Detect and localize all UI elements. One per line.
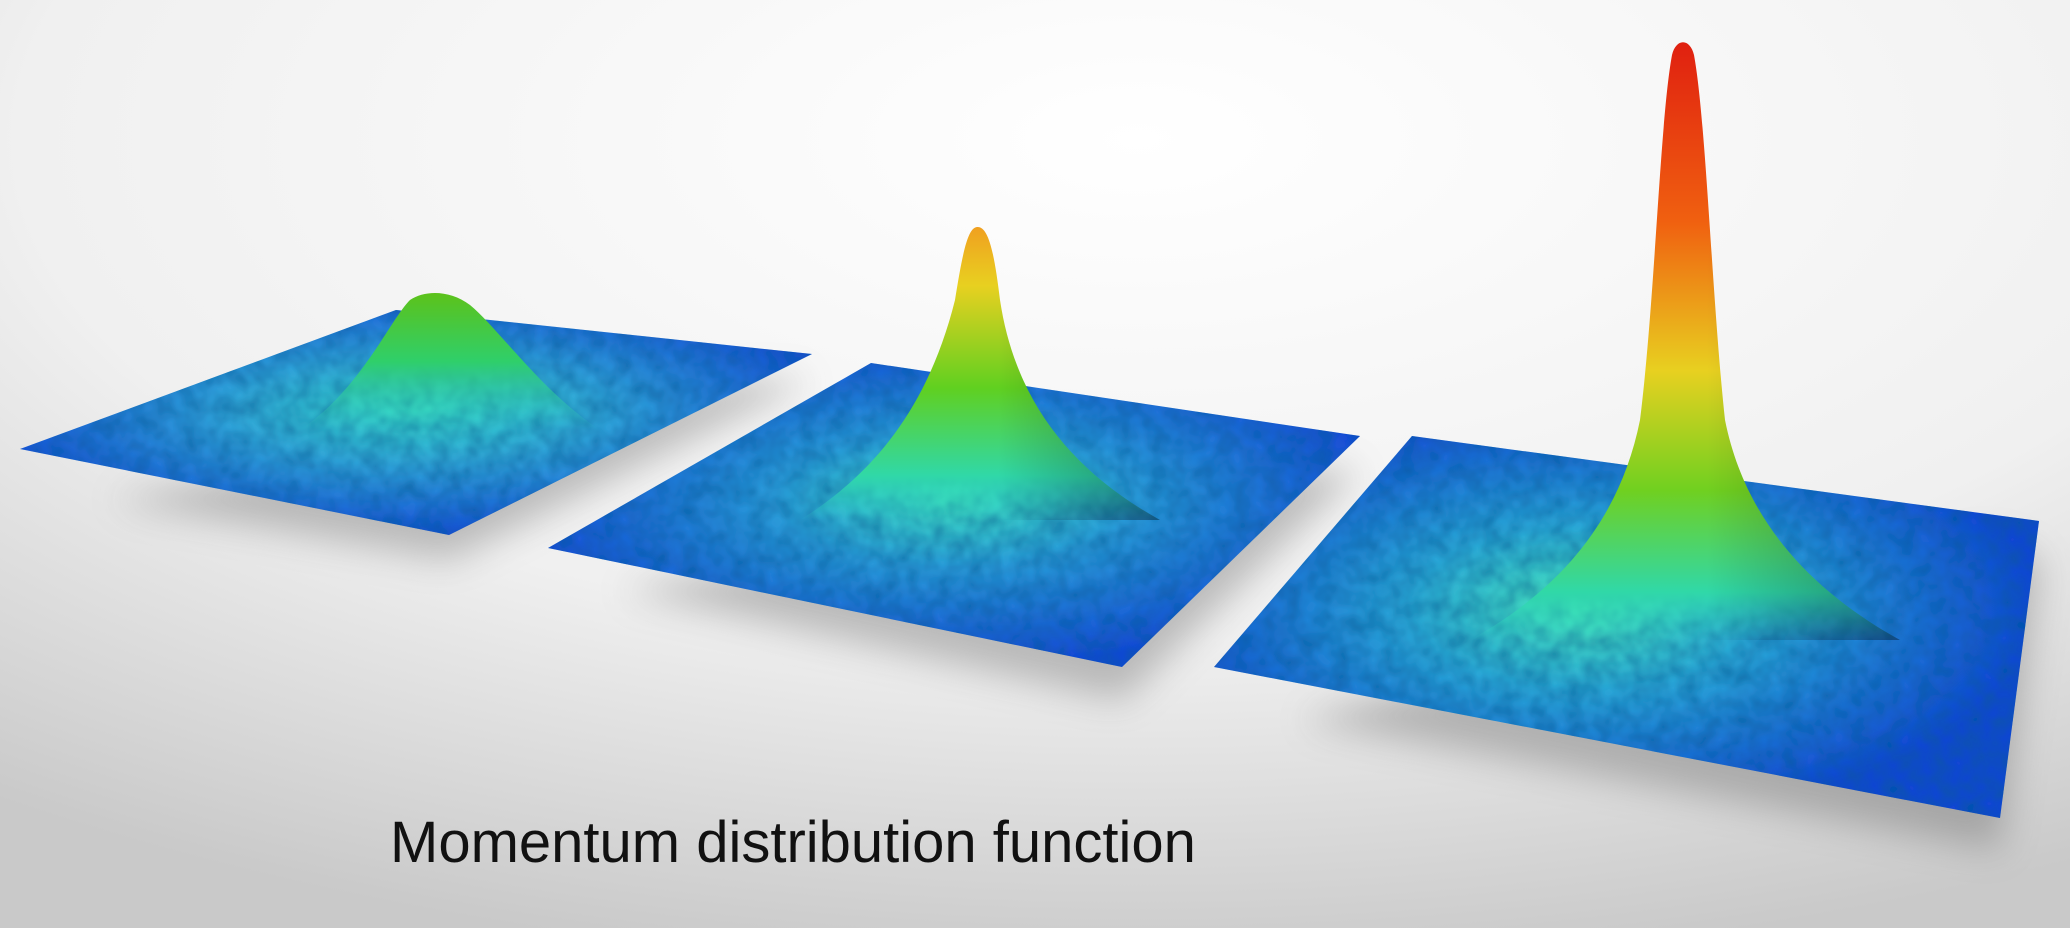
caption: Momentum distribution function <box>390 810 1196 875</box>
page: {"caption": "Momentum distribution funct… <box>0 0 2070 928</box>
figure: Momentum distribution function <box>0 0 2070 928</box>
